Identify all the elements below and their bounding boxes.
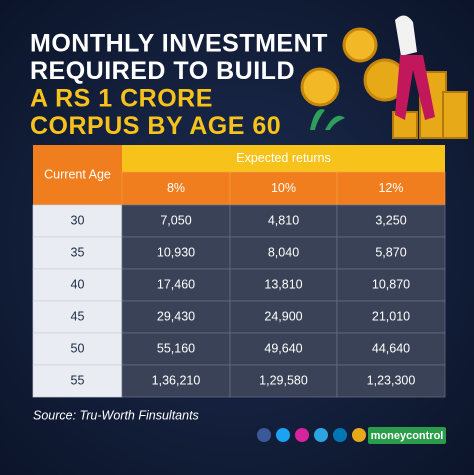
age-cell [32, 236, 123, 270]
value: 55,160 [157, 341, 195, 355]
age: 50 [71, 341, 85, 355]
value: 3,250 [375, 213, 406, 227]
value: 24,900 [264, 309, 302, 323]
title-line: CORPUS BY AGE 60 [30, 112, 281, 140]
value-cell [121, 236, 231, 270]
value: 29,430 [157, 309, 195, 323]
value-cell [121, 364, 231, 398]
value-cell [121, 332, 231, 366]
source: Source: Tru-Worth Finsultants [33, 408, 199, 422]
age: 35 [71, 245, 85, 259]
value: 7,050 [160, 213, 191, 227]
value: 1,36,210 [152, 373, 201, 387]
value: 8,040 [268, 245, 299, 259]
value: 44,640 [372, 341, 410, 355]
corner-cell [33, 145, 122, 205]
value: 5,870 [375, 245, 406, 259]
value-cell [121, 204, 231, 238]
age-cell [32, 204, 123, 238]
column-header: 8% [167, 181, 185, 195]
age-cell [32, 332, 123, 366]
brand: moneycontrol [371, 430, 444, 442]
title-line: MONTHLY INVESTMENT [30, 30, 328, 58]
social-icons [257, 428, 366, 442]
value: 1,23,300 [367, 373, 416, 387]
column-header-cell [229, 171, 338, 206]
table: Current Age Expected returns 8% 10% 12% 30 7,0… [32, 145, 446, 398]
corner-label: Current Age [44, 167, 111, 181]
value: 49,640 [264, 341, 302, 355]
value: 10,930 [157, 245, 195, 259]
value-cell [336, 268, 446, 302]
age: 30 [71, 213, 85, 227]
value-cell [336, 300, 446, 334]
column-header: 10% [271, 181, 296, 195]
group-header: Expected returns [236, 151, 331, 165]
illustration [300, 15, 468, 139]
value: 10,870 [372, 277, 410, 291]
value-cell [336, 236, 446, 270]
value: 21,010 [372, 309, 410, 323]
value: 4,810 [268, 213, 299, 227]
column-header-cell [336, 171, 446, 206]
value-cell [229, 236, 338, 270]
value: 13,810 [264, 277, 302, 291]
brand-badge [368, 427, 446, 444]
age-cell [32, 300, 123, 334]
value-cell [336, 364, 446, 398]
value-cell [229, 204, 338, 238]
age: 40 [71, 277, 85, 291]
value-cell [121, 268, 231, 302]
age-cell [32, 268, 123, 302]
age: 45 [71, 309, 85, 323]
group-header-cell [122, 145, 445, 172]
title-line: A RS 1 CRORE [30, 85, 213, 113]
title-line: REQUIRED TO BUILD [30, 57, 295, 85]
value: 17,460 [157, 277, 195, 291]
value-cell [336, 204, 446, 238]
value-cell [229, 364, 338, 398]
column-header: 12% [378, 181, 403, 195]
value: 1,29,580 [259, 373, 308, 387]
value-cell [229, 268, 338, 302]
age: 55 [71, 373, 85, 387]
